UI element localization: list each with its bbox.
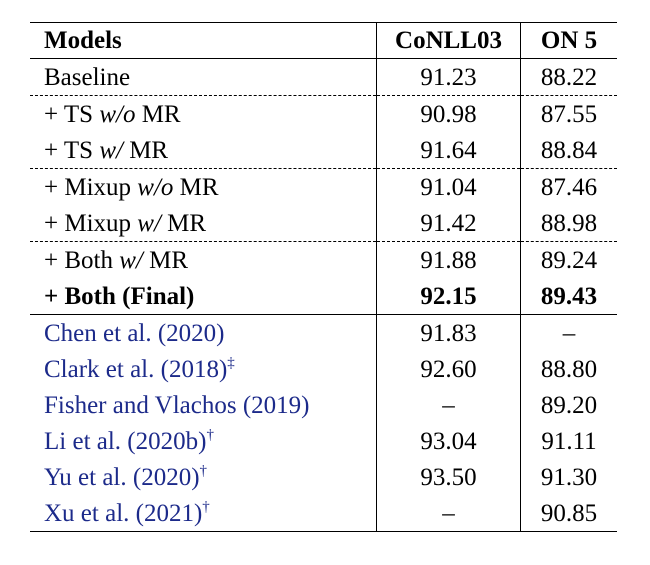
model-text: + TS (44, 136, 100, 164)
model-cell: Xu et al. (2021)† (30, 495, 377, 532)
model-cell: + Mixup w/o MR (30, 168, 377, 205)
model-cell: + Both (Final) (30, 278, 377, 315)
table-row: Clark et al. (2018)‡ 92.60 88.80 (30, 351, 617, 387)
score-cell: 91.88 (376, 241, 521, 278)
header-cell: Models (30, 22, 377, 59)
model-cell: Yu et al. (2020)† (30, 459, 377, 495)
model-text: + Both (44, 246, 120, 274)
table-row: Li et al. (2020b)† 93.04 91.11 (30, 423, 617, 459)
table-row: + TS w/o MR 90.98 87.55 (30, 95, 617, 132)
header-cell: CoNLL03 (376, 22, 521, 59)
model-text: MR (135, 100, 181, 128)
model-text: Xu et al. (2021) (44, 500, 203, 527)
score-cell: 91.30 (540, 463, 598, 491)
table-row: + Both (Final) 92.15 89.43 (30, 278, 617, 315)
table-row: Fisher and Vlachos (2019) –89.20 (30, 387, 617, 423)
model-text: MR (142, 246, 189, 274)
table-row: + Both w/ MR 91.88 89.24 (30, 241, 617, 278)
model-cell: Clark et al. (2018)‡ (30, 351, 377, 387)
model-text: + Mixup (44, 173, 138, 201)
model-text: MR (160, 209, 207, 237)
model-cell: Baseline (30, 58, 377, 96)
model-text: w/ (137, 209, 161, 237)
table-row: + TS w/ MR 91.64 88.84 (30, 132, 617, 169)
score-cell: 92.15 (376, 278, 521, 315)
table-row: + Mixup w/ MR 91.42 88.98 (30, 205, 617, 242)
model-cell: Li et al. (2020b)† (30, 423, 377, 459)
model-text: w/o (137, 173, 174, 201)
model-cell: + Mixup w/ MR (30, 205, 377, 242)
table-row: Yu et al. (2020)† 93.50 91.30 (30, 459, 617, 495)
model-cell: + TS w/o MR (30, 95, 377, 132)
model-text: w/ (99, 136, 123, 164)
superscript: ‡ (227, 355, 235, 371)
score-cell: – (520, 314, 617, 351)
model-cell: + TS w/ MR (30, 132, 377, 169)
score-cell: 88.80 (540, 355, 598, 383)
score-cell: 88.22 (540, 63, 598, 91)
score-cell: – (376, 387, 521, 423)
score-cell: 92.60 (376, 351, 521, 387)
table-row: + Mixup w/o MR 91.04 87.46 (30, 168, 617, 205)
score-cell: 91.42 (376, 205, 521, 242)
score-cell: 91.64 (376, 132, 521, 169)
score-cell: 93.04 (376, 423, 521, 459)
model-text: w/ (119, 246, 143, 274)
model-text: + Mixup (44, 209, 138, 237)
model-text: Li et al. (2020b) (44, 428, 207, 455)
score-cell: 91.11 (541, 427, 597, 455)
table-row: Chen et al. (2020) 91.83– (30, 314, 617, 351)
superscript: † (202, 499, 210, 515)
score-cell: 90.98 (376, 95, 521, 132)
score-cell: 89.20 (540, 391, 598, 419)
results-table: Models CoNLL03 ON 5 Baseline 91.23 88.22 + … (30, 22, 617, 532)
score-cell: 87.46 (520, 168, 617, 205)
score-cell: 89.24 (520, 241, 617, 278)
model-text: Chen et al. (2020) (44, 319, 225, 347)
score-cell: 88.98 (540, 209, 598, 237)
score-cell: 89.43 (540, 282, 598, 310)
model-text: Clark et al. (2018) (44, 356, 228, 383)
model-cell: Chen et al. (2020) (30, 314, 377, 351)
header-row: Models CoNLL03 ON 5 (30, 22, 617, 59)
model-text: + Both (Final) (44, 282, 195, 310)
score-cell: 87.55 (520, 95, 617, 132)
score-cell: 90.85 (520, 495, 617, 532)
score-cell: 88.84 (540, 136, 598, 164)
score-cell: 91.04 (376, 168, 521, 205)
model-text: w/o (99, 100, 136, 128)
model-cell: Fisher and Vlachos (2019) (30, 387, 377, 423)
model-cell: + Both w/ MR (30, 241, 377, 278)
table-row: Xu et al. (2021)† –90.85 (30, 495, 617, 532)
superscript: † (199, 463, 208, 479)
model-text: Yu et al. (2020) (44, 464, 200, 491)
superscript: † (206, 427, 214, 443)
model-text: + TS (44, 100, 100, 128)
model-text: Fisher and Vlachos (2019) (44, 391, 310, 419)
score-cell: 93.50 (376, 459, 521, 495)
model-text: MR (122, 136, 169, 164)
score-cell: 91.83 (376, 314, 521, 351)
header-cell: ON 5 (520, 22, 617, 59)
model-text: Baseline (44, 63, 131, 91)
table-row: Baseline 91.23 88.22 (30, 58, 617, 96)
score-cell: – (376, 495, 521, 532)
model-text: MR (173, 173, 219, 201)
score-cell: 91.23 (376, 58, 521, 96)
